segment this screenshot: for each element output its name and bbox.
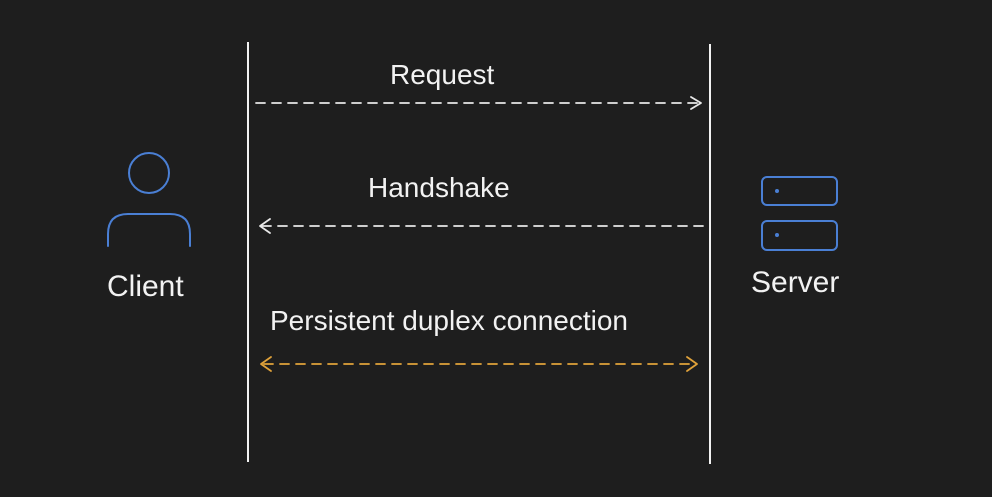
server-label: Server bbox=[751, 266, 840, 299]
request-arrow bbox=[255, 96, 702, 110]
server-icon bbox=[761, 176, 838, 251]
handshake-label: Handshake bbox=[368, 172, 510, 203]
duplex-connection-arrow bbox=[260, 356, 698, 372]
user-icon bbox=[107, 152, 191, 247]
persistent-connection-label: Persistent duplex connection bbox=[270, 305, 628, 336]
client-label: Client bbox=[107, 270, 184, 303]
request-label: Request bbox=[390, 59, 495, 90]
handshake-arrow bbox=[259, 218, 704, 234]
